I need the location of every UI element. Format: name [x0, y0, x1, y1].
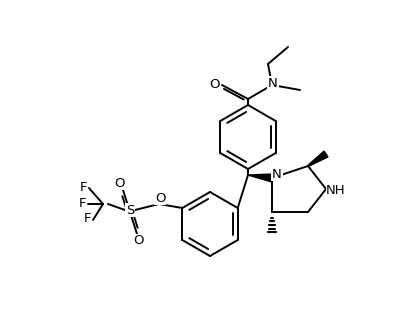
Polygon shape: [248, 174, 273, 182]
Text: O: O: [114, 177, 124, 190]
Text: O: O: [210, 77, 220, 91]
Text: N: N: [268, 76, 278, 90]
Text: F: F: [79, 181, 87, 194]
Text: NH: NH: [326, 184, 346, 197]
Text: O: O: [155, 192, 165, 205]
Text: F: F: [78, 197, 86, 209]
Polygon shape: [308, 151, 328, 166]
Text: O: O: [134, 234, 144, 247]
Text: F: F: [83, 212, 91, 225]
Text: N: N: [272, 168, 282, 181]
Text: S: S: [126, 204, 134, 216]
